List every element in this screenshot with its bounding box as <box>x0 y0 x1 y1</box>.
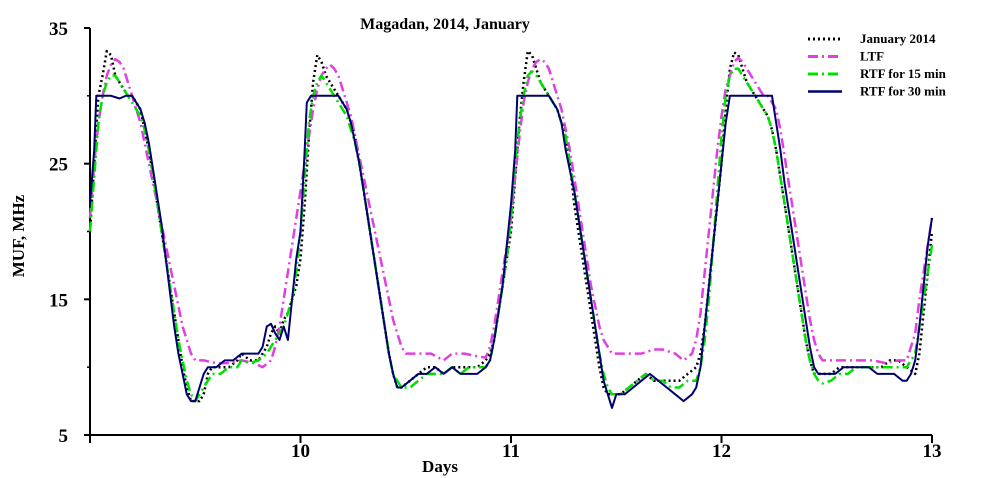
x-axis-label: Days <box>422 457 458 476</box>
x-tick-label: 10 <box>291 441 310 462</box>
legend-label-2: LTF <box>860 49 884 64</box>
legend-label-1: January 2014 <box>860 31 936 46</box>
y-tick-label: 25 <box>49 155 68 176</box>
y-tick-label: 5 <box>59 426 69 447</box>
x-tick-label: 12 <box>712 441 731 462</box>
chart-title: Magadan, 2014, January <box>360 16 530 33</box>
series-line-3 <box>88 67 934 403</box>
series-line-1 <box>88 49 934 403</box>
chart-legend: January 2014 LTF RTF for 15 min RTF for 30 … <box>808 31 947 99</box>
legend-label-4: RTF for 30 min <box>860 84 947 99</box>
y-axis-label: MUF, MHz <box>9 194 28 277</box>
x-tick-label: 13 <box>923 441 942 462</box>
chart-axes: 5 15 25 35 10 11 12 13 <box>49 19 942 462</box>
legend-label-3: RTF for 15 min <box>860 66 947 81</box>
series-line-4 <box>89 94 933 409</box>
x-tick-label: 11 <box>502 441 520 462</box>
y-tick-label: 15 <box>49 290 68 311</box>
chart-series <box>88 49 934 409</box>
y-tick-label: 35 <box>49 19 68 40</box>
series-line-2 <box>88 56 934 369</box>
